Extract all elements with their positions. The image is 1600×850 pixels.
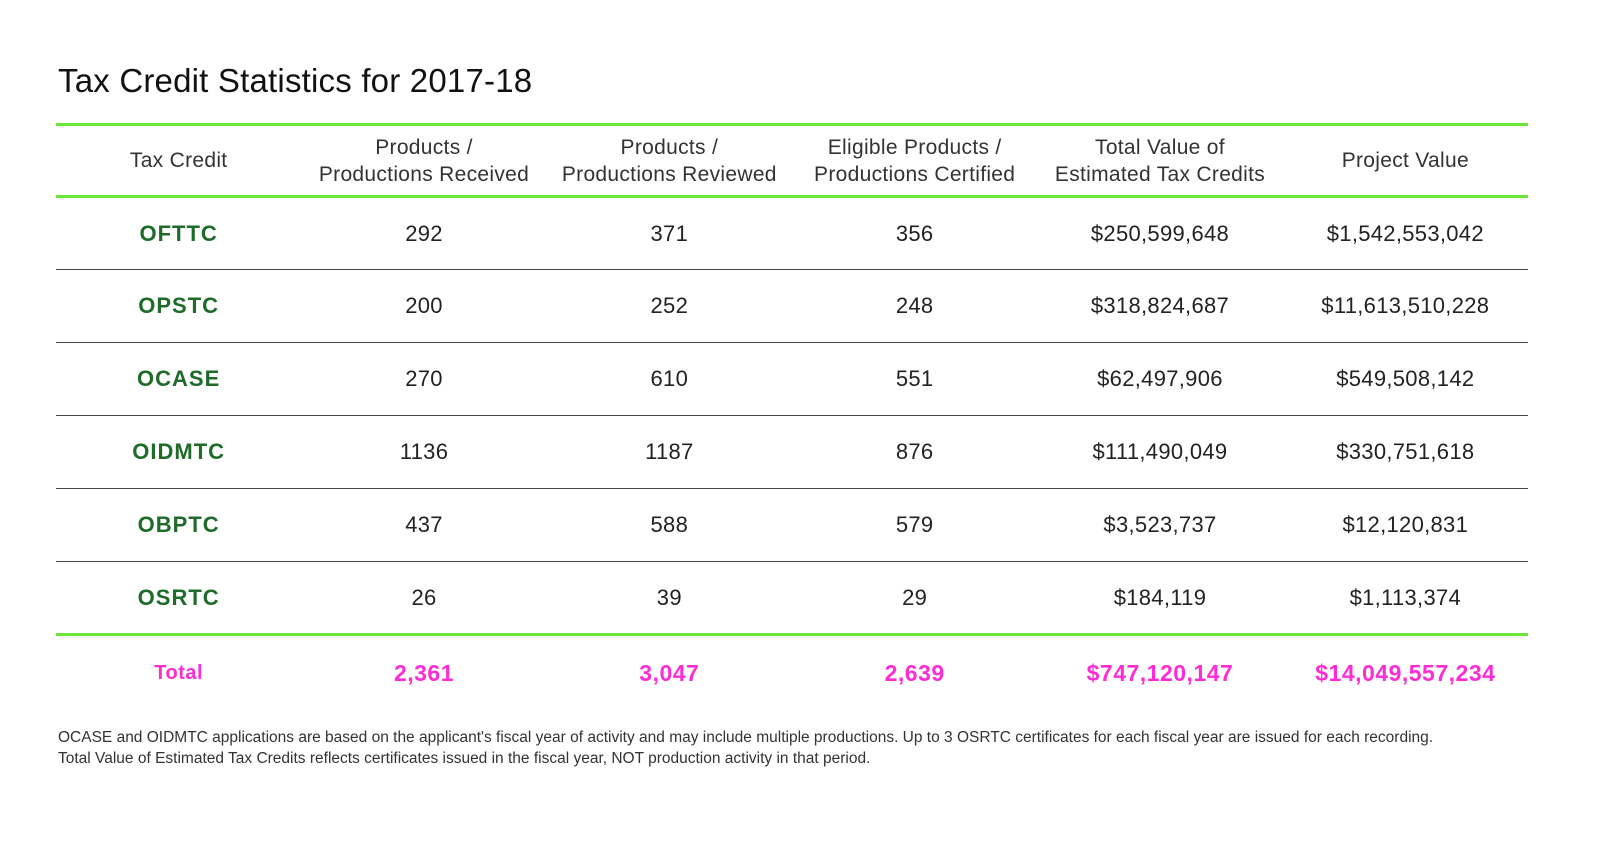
credit-name-cell: OBPTC (137, 512, 220, 537)
certified-cell: 356 (895, 220, 934, 246)
total-row: Total 2,361 3,047 2,639 $747,120,147 $14… (56, 635, 1528, 711)
reviewed-cell: 371 (650, 220, 689, 246)
header-tax-credit: Tax Credit (129, 149, 228, 172)
project-value-cell: $1,113,374 (1349, 584, 1462, 610)
credit-name-cell: OFTTC (139, 220, 218, 246)
footnote-line: OCASE and OIDMTC applications are based … (58, 729, 1434, 746)
tax-credit-value-cell: $250,599,648 (1090, 220, 1230, 246)
project-value-cell: $549,508,142 (1336, 366, 1475, 391)
credit-name-cell: OSRTC (137, 584, 220, 610)
tax-credit-table: Tax Credit Products / Productions Receiv… (56, 123, 1528, 711)
footnote: OCASE and OIDMTC applications are based … (58, 727, 1538, 769)
header-estimated-tax-credits: Total Value of Estimated Tax Credits (1054, 135, 1266, 186)
page-title: Tax Credit Statistics for 2017-18 (58, 62, 533, 99)
total-tax-credit-value: $747,120,147 (1086, 659, 1234, 686)
credit-name-cell: OPSTC (138, 293, 220, 318)
table-row: OIDMTC 1136 1187 876 $111,490,049 $330,7… (56, 416, 1528, 489)
tax-credit-value-cell: $62,497,906 (1097, 366, 1223, 391)
tax-credit-value-cell: $184,119 (1113, 584, 1207, 610)
reviewed-cell: 610 (650, 366, 689, 391)
header-products-received: Products / Productions Received (318, 135, 530, 186)
header-products-reviewed: Products / Productions Reviewed (561, 135, 777, 186)
tax-credit-value-cell: $111,490,049 (1092, 439, 1228, 464)
reviewed-cell: 1187 (645, 439, 694, 464)
reviewed-cell: 252 (650, 293, 689, 318)
table-header-row: Tax Credit Products / Productions Receiv… (56, 124, 1528, 197)
header-products-certified: Eligible Products / Productions Certifie… (814, 135, 1016, 186)
total-reviewed: 3,047 (639, 659, 700, 686)
table-row: OBPTC 437 588 579 $3,523,737 $12,120,831 (56, 489, 1528, 562)
table-row: OFTTC 292 371 356 $250,599,648 $1,542,55… (56, 197, 1528, 270)
received-cell: 292 (405, 220, 443, 246)
total-received: 2,361 (393, 659, 455, 686)
certified-cell: 579 (895, 512, 934, 537)
received-cell: 270 (405, 366, 443, 391)
total-certified: 2,639 (884, 659, 945, 686)
table-row: OSRTC 26 39 29 $184,119 $1,113,374 (56, 562, 1528, 635)
received-cell: 200 (405, 293, 443, 318)
project-value-cell: $11,613,510,228 (1321, 293, 1490, 318)
credit-name-cell: OCASE (137, 366, 221, 391)
tax-credit-value-cell: $3,523,737 (1103, 512, 1217, 537)
project-value-cell: $12,120,831 (1342, 512, 1469, 537)
project-value-cell: $330,751,618 (1336, 439, 1475, 464)
footnote-line: Total Value of Estimated Tax Credits ref… (58, 750, 871, 767)
reviewed-cell: 588 (650, 512, 689, 537)
received-cell: 1136 (399, 439, 449, 464)
received-cell: 437 (405, 512, 443, 537)
project-value-cell: $1,542,553,042 (1326, 220, 1484, 246)
total-label: Total (154, 661, 204, 684)
certified-cell: 29 (902, 584, 928, 610)
table-row: OPSTC 200 252 248 $318,824,687 $11,613,5… (56, 270, 1528, 343)
received-cell: 26 (411, 584, 437, 610)
reviewed-cell: 39 (656, 584, 682, 610)
certified-cell: 248 (895, 293, 934, 318)
table-row: OCASE 270 610 551 $62,497,906 $549,508,1… (56, 343, 1528, 416)
certified-cell: 876 (895, 439, 934, 464)
total-project-value: $14,049,557,234 (1315, 659, 1496, 686)
credit-name-cell: OIDMTC (132, 439, 226, 464)
tax-credit-value-cell: $318,824,687 (1090, 293, 1230, 318)
header-project-value: Project Value (1341, 149, 1469, 172)
certified-cell: 551 (895, 366, 934, 391)
